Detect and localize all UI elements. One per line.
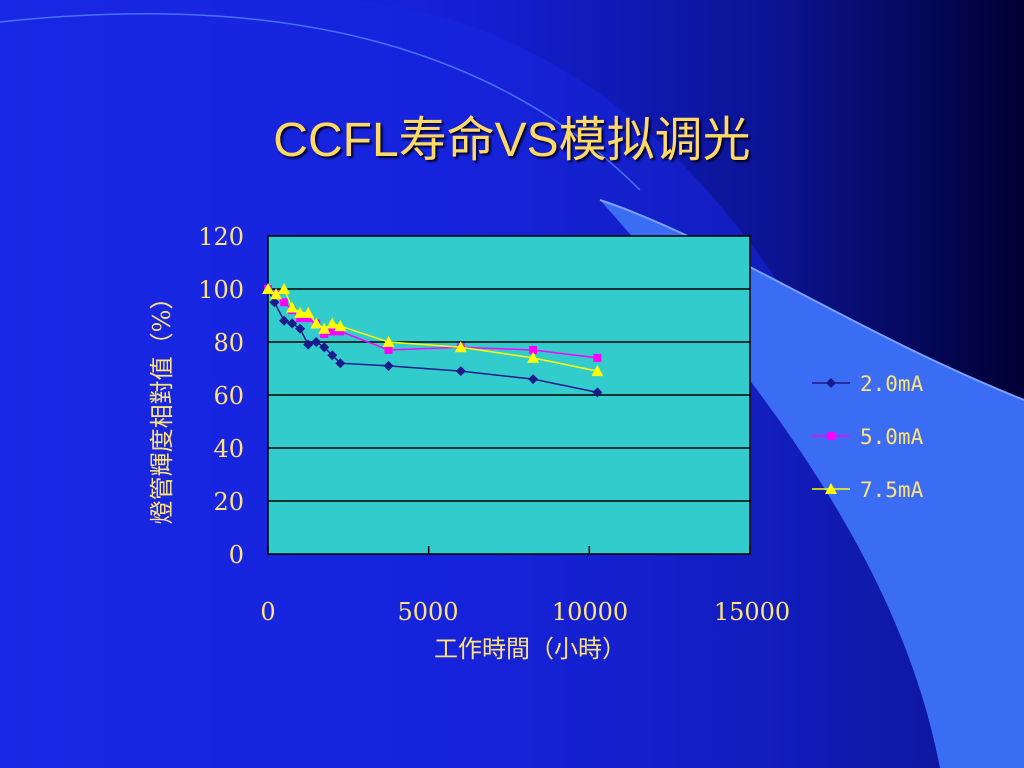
series-layer — [262, 283, 604, 398]
data-point — [528, 374, 539, 385]
x-axis-title: 工作時間（小時） — [434, 635, 626, 663]
x-tick-label: 15000 — [714, 598, 790, 626]
legend-item: 5.0mA — [812, 425, 924, 449]
legend-marker — [825, 483, 837, 494]
data-point — [527, 351, 540, 363]
grid-lines — [268, 288, 750, 502]
y-tick-label: 100 — [198, 276, 244, 304]
legend-marker — [827, 432, 835, 440]
data-point — [335, 358, 346, 369]
data-point — [304, 314, 313, 323]
data-point — [529, 345, 538, 354]
y-axis-tick-labels: 0 20 40 60 80 100 120 — [198, 223, 244, 569]
data-point — [279, 315, 290, 326]
legend-item: 7.5mA — [812, 478, 924, 502]
data-point — [286, 301, 299, 313]
data-point — [455, 366, 466, 377]
legend-item: 2.0mA — [812, 372, 924, 396]
data-point — [310, 317, 323, 329]
series-7.5mA — [262, 283, 604, 377]
data-point — [296, 314, 305, 323]
data-point — [311, 337, 322, 347]
data-point — [318, 322, 331, 334]
data-point — [592, 387, 603, 398]
data-point — [383, 360, 394, 371]
data-point — [334, 320, 347, 332]
y-tick-label: 20 — [213, 488, 244, 516]
y-axis-title: 燈管輝度相對值（%） — [148, 286, 176, 525]
data-point — [320, 330, 329, 339]
y-tick-label: 0 — [229, 541, 244, 569]
x-axis-ticks — [267, 546, 751, 554]
data-point — [319, 342, 330, 353]
data-point — [294, 306, 307, 318]
legend-label: 2.0mA — [860, 372, 924, 396]
legend: 2.0mA 5.0mA 7.5mA — [812, 372, 924, 502]
y-tick-label: 80 — [213, 329, 244, 357]
data-point — [303, 339, 314, 350]
data-point — [336, 327, 345, 336]
data-point — [302, 306, 315, 318]
legend-marker — [826, 378, 836, 388]
legend-label: 7.5mA — [860, 478, 924, 502]
y-tick-label: 40 — [213, 435, 244, 463]
y-tick-label: 60 — [213, 382, 244, 410]
data-point — [384, 345, 393, 354]
data-point — [382, 336, 395, 347]
data-point — [270, 288, 283, 300]
x-tick-label: 10000 — [552, 598, 628, 626]
data-point — [295, 323, 306, 334]
y-tick-label: 120 — [198, 223, 244, 251]
legend-label: 5.0mA — [860, 425, 924, 449]
data-point — [269, 297, 280, 308]
data-point — [328, 327, 337, 336]
x-tick-label: 0 — [260, 598, 275, 626]
data-point — [262, 283, 274, 294]
data-point — [278, 283, 291, 294]
data-point — [280, 298, 289, 307]
x-tick-label: 5000 — [397, 598, 458, 626]
data-point — [327, 350, 338, 361]
data-point — [591, 365, 604, 377]
data-point — [326, 317, 339, 329]
data-point — [593, 353, 602, 362]
slide-title: CCFL寿命VS模拟调光 — [273, 114, 751, 167]
data-point — [454, 341, 467, 353]
data-point — [287, 318, 298, 329]
x-axis-tick-labels: 0 5000 10000 15000 — [260, 598, 790, 626]
